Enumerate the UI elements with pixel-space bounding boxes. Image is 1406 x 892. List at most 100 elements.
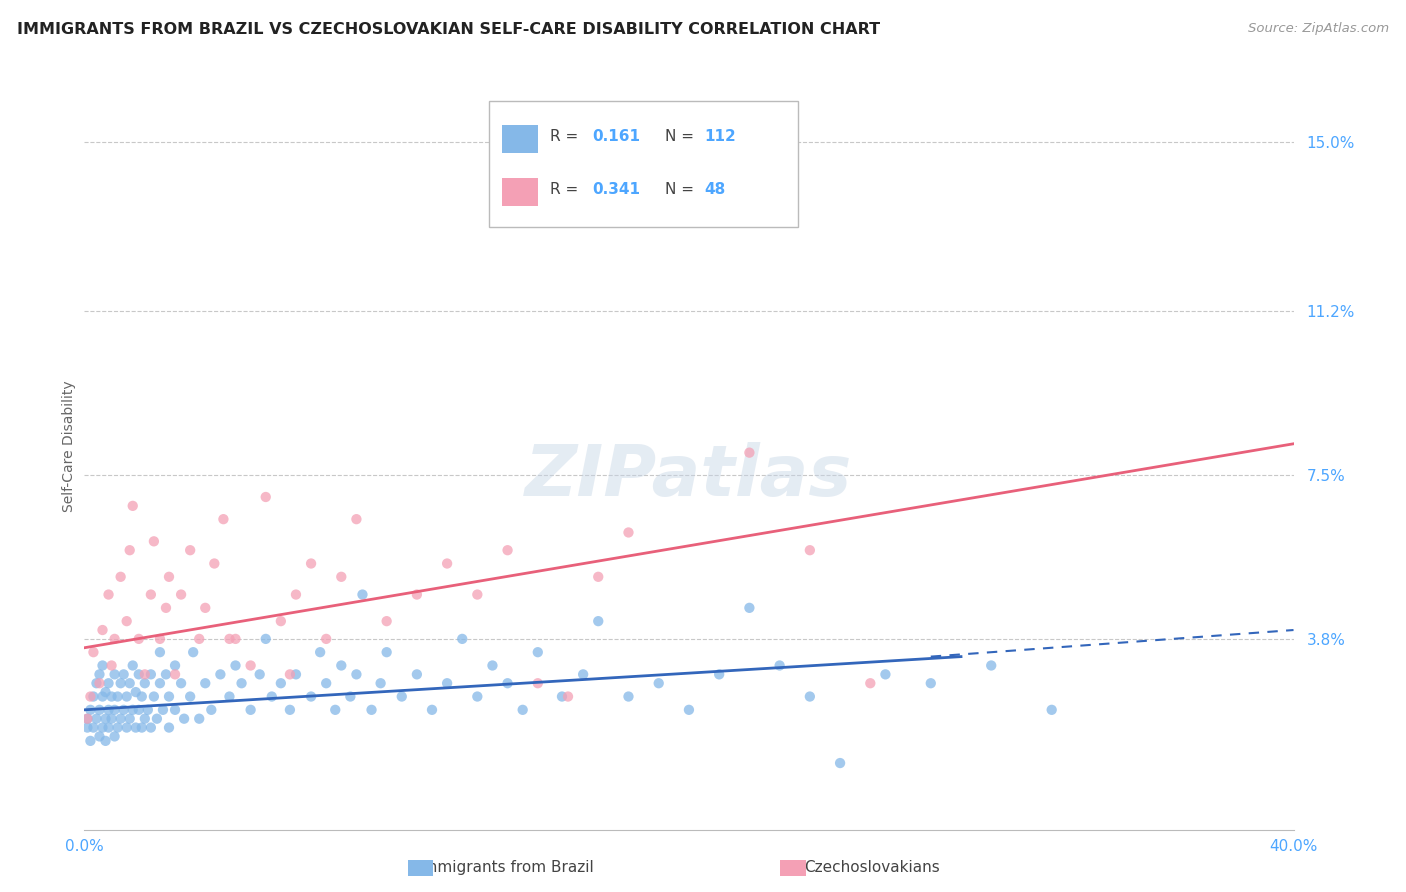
Point <box>179 543 201 558</box>
Point <box>181 645 204 659</box>
Point <box>110 676 132 690</box>
Point <box>467 588 489 602</box>
Point <box>131 721 153 735</box>
Point <box>128 703 150 717</box>
Point <box>128 632 150 646</box>
Point <box>557 690 579 704</box>
Point <box>118 543 141 558</box>
Point <box>115 614 138 628</box>
Point <box>225 658 247 673</box>
Text: Immigrants from Brazil: Immigrants from Brazil <box>419 860 593 874</box>
Point <box>76 712 98 726</box>
Point <box>155 600 177 615</box>
Point <box>157 690 180 704</box>
Point <box>875 667 897 681</box>
Point <box>738 445 761 459</box>
Point <box>249 667 271 681</box>
Point <box>330 570 353 584</box>
Point <box>588 614 610 628</box>
Point <box>149 645 172 659</box>
Text: N =: N = <box>665 182 699 197</box>
Point <box>231 676 253 690</box>
Point <box>709 667 731 681</box>
Point <box>155 667 177 681</box>
Point <box>391 690 413 704</box>
Point <box>285 588 308 602</box>
Point <box>118 712 141 726</box>
Point <box>330 658 353 673</box>
Point <box>270 614 292 628</box>
Point <box>212 512 235 526</box>
Point <box>209 667 232 681</box>
Point <box>218 690 240 704</box>
Point <box>91 690 114 704</box>
Text: R =: R = <box>550 182 583 197</box>
Point <box>980 658 1002 673</box>
Point <box>91 658 114 673</box>
Point <box>149 676 172 690</box>
Point <box>94 712 117 726</box>
Point <box>375 614 398 628</box>
Point <box>406 667 429 681</box>
Point <box>200 703 222 717</box>
FancyBboxPatch shape <box>489 101 797 227</box>
Point <box>496 676 519 690</box>
Text: 0.341: 0.341 <box>592 182 640 197</box>
Point <box>551 690 574 704</box>
Text: R =: R = <box>550 129 583 144</box>
Point <box>859 676 882 690</box>
Point <box>239 703 262 717</box>
Point <box>920 676 942 690</box>
Point <box>110 570 132 584</box>
Point <box>830 756 852 770</box>
Point <box>157 721 180 735</box>
FancyBboxPatch shape <box>502 178 538 206</box>
Point <box>94 734 117 748</box>
Point <box>89 703 111 717</box>
Point <box>346 512 368 526</box>
Point <box>115 690 138 704</box>
Point <box>157 570 180 584</box>
Point <box>104 703 127 717</box>
Point <box>278 703 301 717</box>
Point <box>100 690 122 704</box>
Point <box>173 712 195 726</box>
Point <box>89 676 111 690</box>
Point <box>309 645 332 659</box>
Point <box>194 676 217 690</box>
Point <box>125 685 148 699</box>
Point <box>146 712 169 726</box>
Point <box>165 703 187 717</box>
Text: 0.161: 0.161 <box>592 129 640 144</box>
Point <box>678 703 700 717</box>
Point <box>188 712 211 726</box>
Point <box>406 588 429 602</box>
Point <box>617 525 640 540</box>
Point <box>481 658 503 673</box>
Point <box>104 667 127 681</box>
Text: 112: 112 <box>704 129 737 144</box>
Point <box>278 667 301 681</box>
Point <box>110 712 132 726</box>
Point <box>299 690 322 704</box>
Point <box>170 588 193 602</box>
Point <box>118 676 141 690</box>
Point <box>100 658 122 673</box>
Point <box>1040 703 1063 717</box>
Point <box>799 543 821 558</box>
Point <box>512 703 534 717</box>
Text: IMMIGRANTS FROM BRAZIL VS CZECHOSLOVAKIAN SELF-CARE DISABILITY CORRELATION CHART: IMMIGRANTS FROM BRAZIL VS CZECHOSLOVAKIA… <box>17 22 880 37</box>
Point <box>496 543 519 558</box>
Point <box>254 632 277 646</box>
Point <box>260 690 283 704</box>
Point <box>128 667 150 681</box>
Point <box>239 658 262 673</box>
Point <box>79 690 101 704</box>
Point <box>97 703 120 717</box>
Point <box>79 734 101 748</box>
Point <box>527 676 550 690</box>
Point <box>86 712 108 726</box>
Point <box>202 557 225 571</box>
Point <box>678 135 700 149</box>
Point <box>121 703 143 717</box>
